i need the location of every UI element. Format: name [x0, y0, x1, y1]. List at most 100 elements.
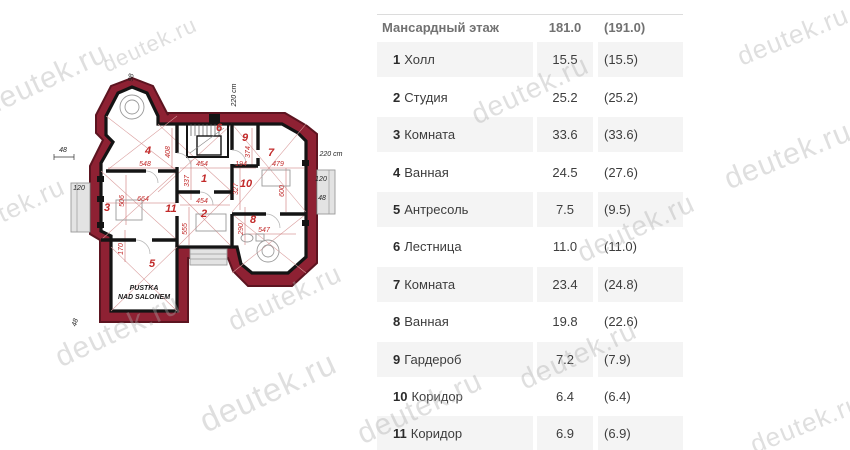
dimension-red: 454 [196, 161, 208, 168]
area-table: Мансардный этаж 181.0 (191.0) 1 Холл 15.5(… [377, 14, 683, 450]
table-row: 8 Ванная 19.8 (22.6) [377, 304, 683, 339]
staircase [186, 123, 229, 158]
dimension-black: 220 cm [319, 151, 343, 158]
room-name: 6 Лестница [393, 239, 462, 255]
balconies [70, 169, 336, 266]
table-row: 4 Ванная 24.5 (27.6) [377, 155, 683, 190]
dimension-black: 120 [73, 185, 85, 192]
void-note: PUSTKA [130, 285, 159, 292]
dimension-black: 220 cm [231, 83, 238, 107]
room-number: 5 [149, 258, 156, 270]
dimension-red: 479 [272, 161, 284, 168]
room-name: 2 Студия [393, 89, 448, 105]
room-area-alt: (27.6) [604, 164, 638, 180]
room-name: 1 Холл [377, 42, 533, 78]
room-area-alt: (15.5) [598, 42, 683, 78]
room-area-alt: (22.6) [604, 314, 638, 330]
interior-walls [97, 114, 309, 247]
fixtures [115, 94, 291, 263]
room-number: 4 [144, 145, 151, 157]
room-area: 25.2 [552, 89, 578, 105]
dimension-red: 327 [233, 182, 240, 195]
room-name: 11 Коридор [377, 416, 533, 450]
room-area-alt: (6.4) [604, 388, 631, 404]
table-row: 11 Коридор 6.9 (6.9) [377, 416, 683, 450]
floor-total-area: 181.0 [548, 20, 582, 35]
dimension-red: 374 [245, 146, 252, 158]
room-area: 24.5 [552, 164, 578, 180]
table-row: 7 Комната 23.4 (24.8) [377, 266, 683, 302]
table-row: 5 Антресоль 7.5 (9.5) [377, 191, 683, 227]
watermark-text: deutek.ru [719, 115, 850, 196]
dimension-black: 48 [59, 147, 67, 154]
left-balcony [70, 182, 91, 233]
dimension-red: 555 [182, 223, 189, 235]
plan-labels: 1 2 3 4 5 6 7 8 9 10 11 548 408 454 337 194 374 479 327 600… [59, 73, 343, 327]
room-name: 9 Гардероб [377, 341, 533, 377]
dimension-red: 408 [165, 146, 172, 158]
room-area: 11.0 [552, 239, 578, 255]
dim-ticks [53, 154, 75, 160]
table-row: 2 Студия 25.2 (25.2) [377, 80, 683, 115]
terrace-steps [189, 248, 228, 266]
room-area: 19.8 [552, 314, 578, 330]
room-name: 3 Комната [377, 117, 533, 153]
room-area-alt: (11.0) [604, 239, 637, 255]
floor-title: Мансардный этаж [382, 20, 499, 35]
room-number: 10 [240, 178, 253, 190]
room-number: 8 [250, 214, 257, 226]
room-area-alt: (25.2) [604, 89, 638, 105]
dimension-red: 600 [279, 185, 286, 197]
dimension-black: 120 [315, 176, 327, 183]
dimension-black: 98 [127, 73, 135, 82]
watermark-text: deutek.ru [745, 387, 850, 450]
table-row: 10 Коридор 6.4 (6.4) [377, 379, 683, 414]
room-number: 11 [165, 203, 176, 215]
room-number: 3 [104, 202, 110, 214]
dimension-red: 290 [238, 223, 245, 236]
room-number: 9 [242, 132, 249, 144]
dimension-red: 548 [139, 161, 151, 168]
dimension-red: 170 [118, 243, 125, 255]
room-area: 7.5 [537, 191, 593, 227]
room-area-alt: (6.9) [598, 416, 683, 450]
room-name: 4 Ванная [393, 164, 449, 180]
table-header: Мансардный этаж 181.0 (191.0) [377, 14, 683, 40]
room-area-alt: (9.5) [598, 191, 683, 227]
dimension-red: 194 [235, 161, 247, 168]
room-name: 8 Ванная [393, 314, 449, 330]
room-name: 7 Комната [377, 266, 533, 302]
dimension-black: 48 [71, 318, 80, 327]
room-number: 2 [200, 208, 207, 220]
room-area-alt: (7.9) [598, 341, 683, 377]
dimension-red: 506 [119, 195, 126, 207]
table-row: 9 Гардероб 7.2 (7.9) [377, 341, 683, 377]
room-area: 15.5 [537, 42, 593, 78]
chimney [209, 114, 220, 123]
dimension-red: 337 [184, 174, 191, 187]
dimension-red: 454 [196, 198, 208, 205]
watermark-text: deutek.ru [732, 0, 850, 72]
room-area-alt: (24.8) [598, 266, 683, 302]
dimension-black: 48 [318, 195, 326, 202]
room-area: 6.9 [537, 416, 593, 450]
door-arcs [135, 149, 281, 255]
room-area: 7.2 [537, 341, 593, 377]
table-row: 1 Холл 15.5 (15.5) [377, 42, 683, 78]
dimension-red: 547 [258, 227, 271, 234]
room-area-alt: (33.6) [598, 117, 683, 153]
table-row: 6 Лестница 11.0 (11.0) [377, 229, 683, 264]
room-number: 1 [201, 173, 207, 185]
room-name: 5 Антресоль [377, 191, 533, 227]
right-balcony [316, 169, 336, 215]
floor-total-area-alt: (191.0) [604, 20, 646, 35]
dimension-red: 664 [137, 196, 149, 203]
floorplan-drawing: 1 2 3 4 5 6 7 8 9 10 11 548 408 454 337 194 374 479 327 600… [53, 73, 343, 327]
room-number: 7 [268, 147, 275, 159]
room-area: 6.4 [555, 388, 575, 404]
void-note: NAD SALONEM [118, 294, 170, 301]
room-area: 23.4 [537, 266, 593, 302]
table-rows: 1 Холл 15.5 (15.5) 2 Студия 25.2 (25.2) 3 Комната… [377, 42, 683, 450]
room-name: 10 Коридор [393, 388, 463, 404]
